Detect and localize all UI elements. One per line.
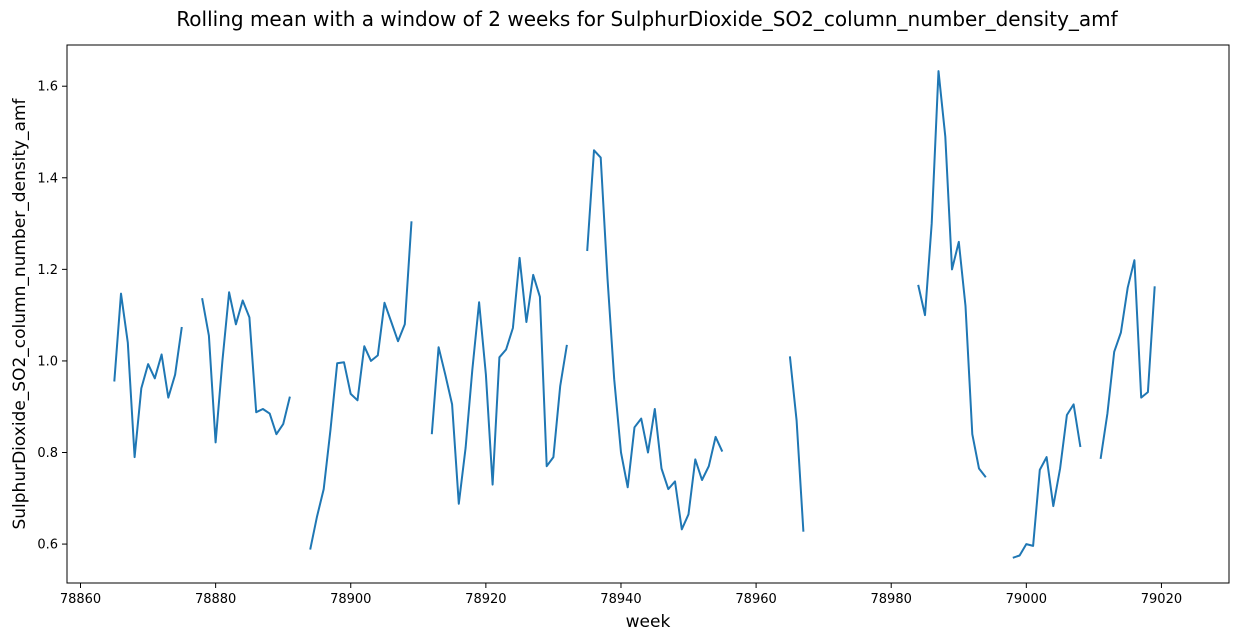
y-tick-label: 0.6	[37, 538, 58, 553]
y-tick-label: 1.6	[37, 80, 58, 95]
series-segment	[201, 291, 291, 444]
y-tick-label: 0.8	[37, 446, 58, 461]
series-segment	[917, 70, 987, 478]
series-segment	[788, 356, 805, 532]
y-tick-label: 1.2	[37, 263, 58, 278]
chart-title: Rolling mean with a window of 2 weeks fo…	[176, 7, 1118, 31]
x-tick-label: 78900	[330, 592, 371, 607]
series-line	[113, 70, 1156, 559]
y-axis-ticks: 0.6 0.8 1.0 1.2 1.4 1.6	[37, 80, 67, 553]
series-segment	[113, 292, 183, 459]
x-tick-label: 78940	[600, 592, 641, 607]
y-axis-label: SulphurDioxide_SO2_column_number_density…	[10, 97, 30, 529]
series-segment	[1012, 403, 1082, 559]
x-axis-label: week	[626, 612, 671, 632]
x-tick-label: 78860	[60, 592, 101, 607]
x-axis-ticks: 78860 78880 78900 78920 78940 78960 78980 79000…	[60, 583, 1182, 607]
series-segment	[309, 221, 413, 550]
series-segment	[430, 256, 568, 505]
y-tick-label: 1.0	[37, 354, 58, 369]
x-tick-label: 79000	[1006, 592, 1047, 607]
plot-frame	[66, 44, 1230, 584]
y-tick-label: 1.4	[37, 171, 58, 186]
x-tick-label: 78880	[195, 592, 236, 607]
series-segment	[1099, 259, 1156, 460]
x-tick-label: 78980	[871, 592, 912, 607]
x-tick-label: 78920	[465, 592, 506, 607]
x-tick-label: 79020	[1141, 592, 1182, 607]
x-tick-label: 78960	[735, 592, 776, 607]
series-segment	[586, 149, 724, 531]
